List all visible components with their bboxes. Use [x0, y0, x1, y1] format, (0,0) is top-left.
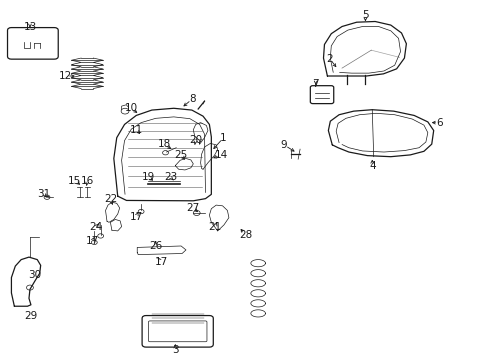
Text: 17: 17: [155, 257, 168, 267]
Text: 1: 1: [220, 133, 226, 143]
Text: 18: 18: [157, 139, 170, 149]
Text: 29: 29: [24, 311, 38, 320]
Text: 17: 17: [129, 212, 142, 221]
Text: 15: 15: [68, 176, 81, 186]
Text: 20: 20: [189, 135, 202, 145]
Text: 3: 3: [172, 345, 178, 355]
Text: 25: 25: [174, 150, 187, 160]
Text: 5: 5: [362, 10, 368, 20]
Text: 31: 31: [37, 189, 50, 199]
Text: 16: 16: [81, 176, 94, 186]
Text: 11: 11: [129, 125, 142, 135]
Text: 23: 23: [163, 172, 177, 182]
Text: 14: 14: [214, 150, 227, 160]
Text: 28: 28: [238, 230, 252, 239]
Text: 7: 7: [312, 79, 318, 89]
Text: 27: 27: [186, 203, 200, 213]
Text: 19: 19: [141, 172, 154, 182]
Text: 22: 22: [103, 194, 117, 204]
Text: 9: 9: [280, 140, 287, 150]
Text: 24: 24: [89, 222, 102, 232]
Text: 21: 21: [208, 222, 222, 231]
Text: 8: 8: [189, 94, 195, 104]
Text: 4: 4: [368, 161, 375, 171]
FancyBboxPatch shape: [142, 316, 213, 347]
Text: 17: 17: [85, 236, 99, 246]
Text: 13: 13: [23, 22, 37, 32]
Text: 10: 10: [124, 103, 138, 113]
Text: 2: 2: [326, 54, 332, 64]
Text: 6: 6: [435, 118, 442, 128]
Text: 26: 26: [149, 241, 162, 251]
Text: 30: 30: [28, 270, 41, 280]
Text: 12: 12: [59, 71, 72, 81]
